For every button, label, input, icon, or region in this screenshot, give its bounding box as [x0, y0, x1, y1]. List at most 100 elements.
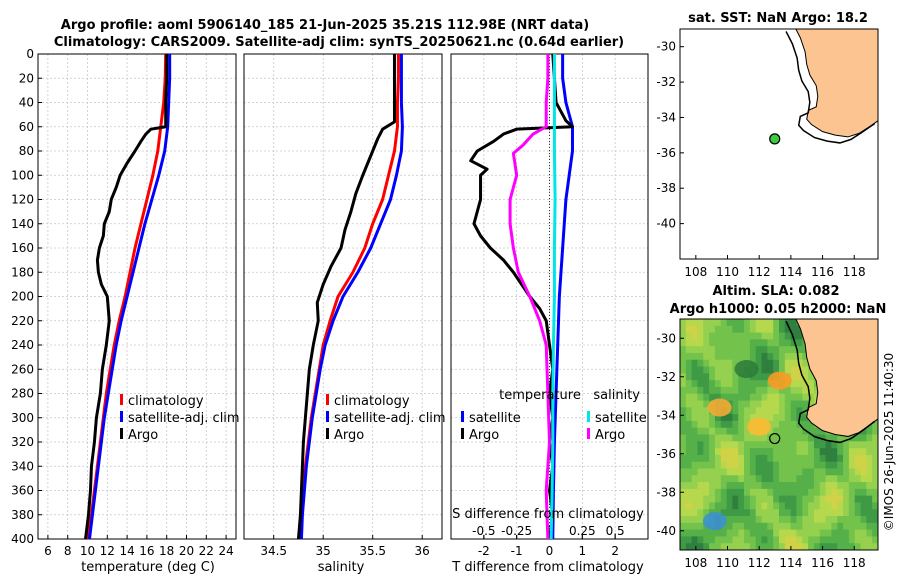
sla-cell	[697, 339, 704, 347]
sla-cell	[691, 509, 698, 517]
map-x-tick-label: 118	[843, 265, 866, 279]
sla-cell	[779, 420, 786, 429]
sla-cell	[680, 502, 687, 510]
y-tick-label: 240	[11, 338, 34, 352]
y-tick-label: 300	[11, 411, 34, 425]
sla-cell	[697, 420, 704, 429]
sla-cell	[697, 386, 704, 395]
series-line-argo	[296, 54, 396, 540]
sla-cell	[726, 366, 733, 374]
map-content	[680, 319, 878, 550]
sla-cell	[709, 386, 716, 395]
sla-cell	[773, 454, 780, 463]
sla-cell	[726, 339, 733, 347]
sla-cell	[761, 441, 768, 449]
sla-cell	[854, 536, 862, 544]
sla-cell	[825, 475, 832, 483]
sla-cell	[767, 434, 774, 442]
sla-cell	[808, 509, 815, 517]
x-top-tick-label: 0.25	[569, 524, 596, 538]
sla-cell	[685, 366, 693, 374]
sla-cell	[685, 332, 693, 340]
sla-cell	[796, 475, 803, 483]
y-tick-label: 360	[11, 484, 34, 498]
sla-cell	[691, 475, 698, 483]
sla-cell	[691, 454, 698, 463]
sla-cell	[685, 434, 693, 442]
sla-cell	[732, 461, 739, 469]
sla-cell	[813, 461, 821, 469]
sla-cell	[767, 461, 774, 469]
sla-cell	[819, 441, 827, 449]
legend-label: satellite	[469, 411, 521, 426]
sla-cell	[779, 475, 786, 483]
sla-cell	[802, 366, 809, 374]
y-tick-label: 200	[11, 290, 34, 304]
sla-cell	[755, 352, 763, 361]
sla-cell	[843, 502, 850, 510]
sla-cell	[749, 475, 757, 483]
sla-cell	[685, 468, 693, 476]
sla-cell	[860, 441, 867, 449]
sla-cell	[749, 407, 757, 415]
sla-cell	[808, 393, 815, 402]
sla-cell	[790, 332, 797, 340]
sla-cell	[680, 461, 687, 469]
sla-cell	[703, 380, 710, 388]
sla-cell	[744, 543, 751, 550]
sla-cell	[773, 427, 780, 435]
sla-cell	[744, 475, 751, 483]
sla-cell	[843, 488, 850, 497]
sla-cell	[732, 420, 739, 429]
sla-cell	[703, 332, 710, 340]
map-x-tick-label: 108	[684, 265, 707, 279]
sla-cell	[755, 441, 763, 449]
sla-cell	[790, 468, 797, 476]
x-tick-label: 6	[44, 544, 52, 558]
sla-cell	[819, 529, 827, 537]
sla-cell	[767, 386, 774, 395]
sla-cell	[697, 319, 704, 327]
sla-cell	[720, 441, 728, 449]
sla-cell	[866, 509, 873, 517]
sla-cell	[767, 359, 774, 368]
sla-map-title-line1: Altim. SLA: 0.082	[713, 284, 840, 299]
temperature-panel: 0 20 40 60 80 100 120 140 160 180 200 220 240 260 280 3…	[11, 47, 240, 558]
sla-cell	[802, 495, 809, 503]
sla-cell	[714, 448, 722, 456]
sla-cell	[831, 482, 838, 490]
sla-cell	[680, 380, 687, 388]
sla-cell	[796, 366, 803, 374]
sla-cell	[726, 522, 733, 531]
sla-cell	[697, 380, 704, 388]
legend-label: Argo	[595, 428, 625, 443]
map-y-tick-label: -32	[656, 75, 676, 89]
sla-cell	[808, 502, 815, 510]
sla-cell	[709, 319, 716, 327]
sla-cell	[761, 468, 768, 476]
sla-cell	[767, 393, 774, 402]
x-top-tick-label: -0.25	[501, 524, 532, 538]
sla-cell	[703, 339, 710, 347]
sla-cell	[860, 427, 867, 435]
sla-cell	[703, 529, 710, 537]
sla-cell	[744, 488, 751, 497]
map-frame	[679, 318, 879, 551]
sla-cell	[784, 475, 792, 483]
sla-cell	[813, 454, 821, 463]
sla-cell	[784, 332, 792, 340]
sla-cell	[685, 543, 693, 550]
sla-cell	[767, 536, 774, 544]
sla-cell	[872, 482, 878, 490]
sla-cell	[720, 509, 728, 517]
sla-cell	[819, 516, 827, 524]
sla-cell	[767, 454, 774, 463]
sla-cell	[773, 529, 780, 537]
sla-cell	[714, 366, 722, 374]
land	[795, 29, 878, 137]
sla-cell	[685, 386, 693, 395]
sla-cell	[749, 400, 757, 408]
sla-cell	[749, 536, 757, 544]
sla-cell	[697, 509, 704, 517]
sla-cell	[808, 400, 815, 408]
